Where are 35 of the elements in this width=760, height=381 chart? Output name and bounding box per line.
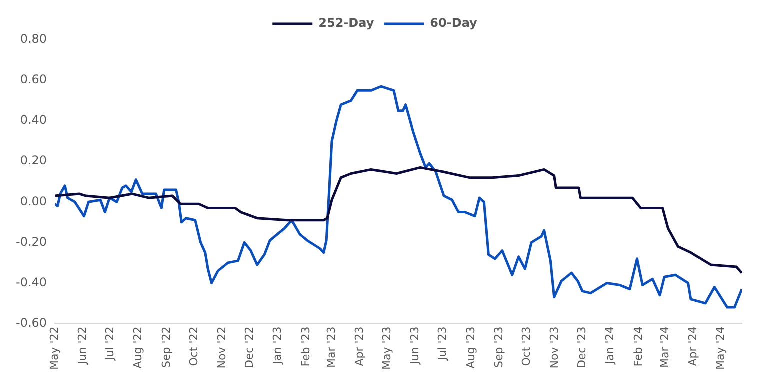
y-tick-label: 0.60 [20,72,48,87]
legend-label: 60-Day [430,16,478,30]
x-tick-label: Jun '23 [408,326,422,366]
x-tick-label: Apr '24 [686,326,700,366]
y-tick-label: -0.40 [16,275,48,290]
x-tick-label: Oct '22 [187,326,200,366]
x-tick-label: Jan '23 [271,326,284,366]
y-tick-label: 0.80 [20,32,48,46]
y-tick-label: -0.20 [16,234,48,249]
x-tick-label: Feb '23 [299,326,312,367]
x-tick-label: Dec '23 [575,326,588,369]
x-tick-label: Apr '23 [353,326,366,366]
x-tick-label: Jun '22 [76,326,90,366]
x-tick-label: Jul '23 [436,326,450,362]
x-tick-label: Oct '23 [520,326,533,366]
x-tick-label: Nov '23 [548,326,562,369]
x-tick-label: Dec '22 [242,326,256,369]
x-tick-label: Jul '22 [103,326,116,362]
x-tick-label: Mar '24 [658,326,672,368]
x-tick-label: Aug '23 [464,326,478,369]
x-tick-label: Aug '22 [132,326,145,369]
x-tick-label: Sep '23 [492,326,506,368]
x-tick-label: Nov '22 [216,326,229,369]
x-tick-label: May '22 [48,326,61,370]
x-tick-label: Feb '24 [632,326,645,367]
y-tick-label: 0.40 [20,113,48,128]
x-tick-label: Mar '23 [324,326,338,368]
x-tick-label: May '23 [380,326,394,370]
y-tick-label: 0.00 [20,194,48,208]
legend-label: 252-Day [318,16,374,30]
x-tick-label: May '24 [714,326,727,370]
x-tick-label: Jan '24 [604,326,617,366]
x-tick-label: Sep '22 [160,326,173,368]
y-tick-label: -0.60 [16,316,48,330]
y-tick-label: 0.20 [20,154,48,168]
